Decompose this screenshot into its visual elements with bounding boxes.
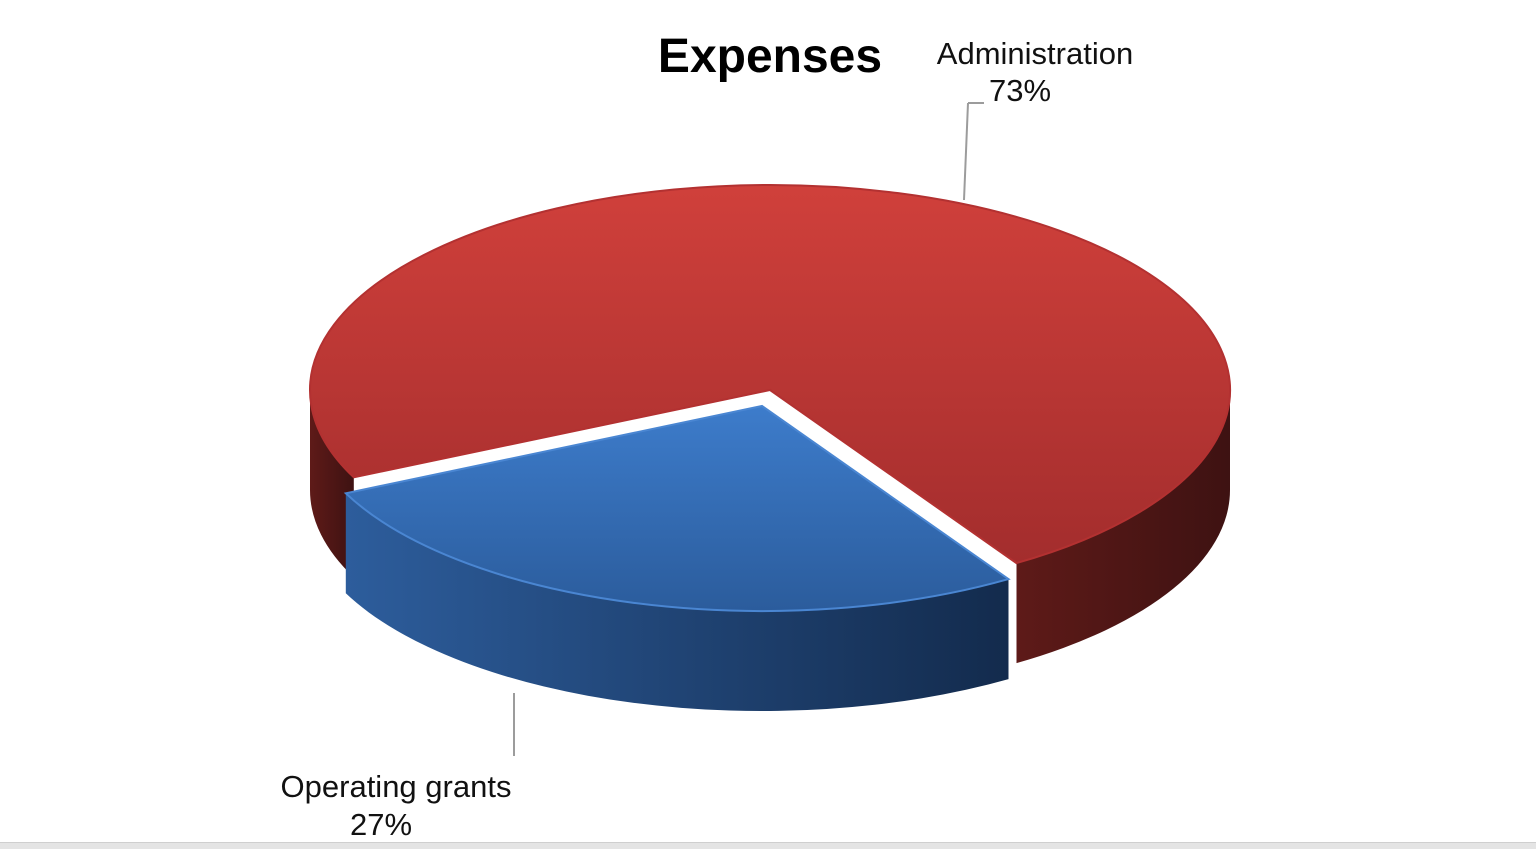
slice-label-operating-grants: Operating grants 27%: [281, 693, 515, 842]
slice-percent-operating-grants: 27%: [350, 807, 412, 842]
pie-slice-operating-grants: [343, 404, 1011, 612]
leader-line-administration: [963, 102, 969, 201]
slice-percent-administration: 73%: [989, 73, 1051, 108]
pie-slice-administration: [309, 184, 1232, 565]
pie-side-administration: [310, 390, 354, 578]
slice-label-administration: Administration 73%: [937, 36, 1133, 201]
slice-name-operating-grants: Operating grants: [281, 769, 512, 804]
slice-name-administration: Administration: [937, 36, 1133, 71]
pie-tops: [309, 184, 1232, 612]
pie-side-operating-grants: [345, 493, 1009, 712]
bottom-rule: [0, 842, 1536, 849]
pie-side-administration: [1016, 390, 1230, 664]
chart-title: Expenses: [658, 30, 882, 83]
